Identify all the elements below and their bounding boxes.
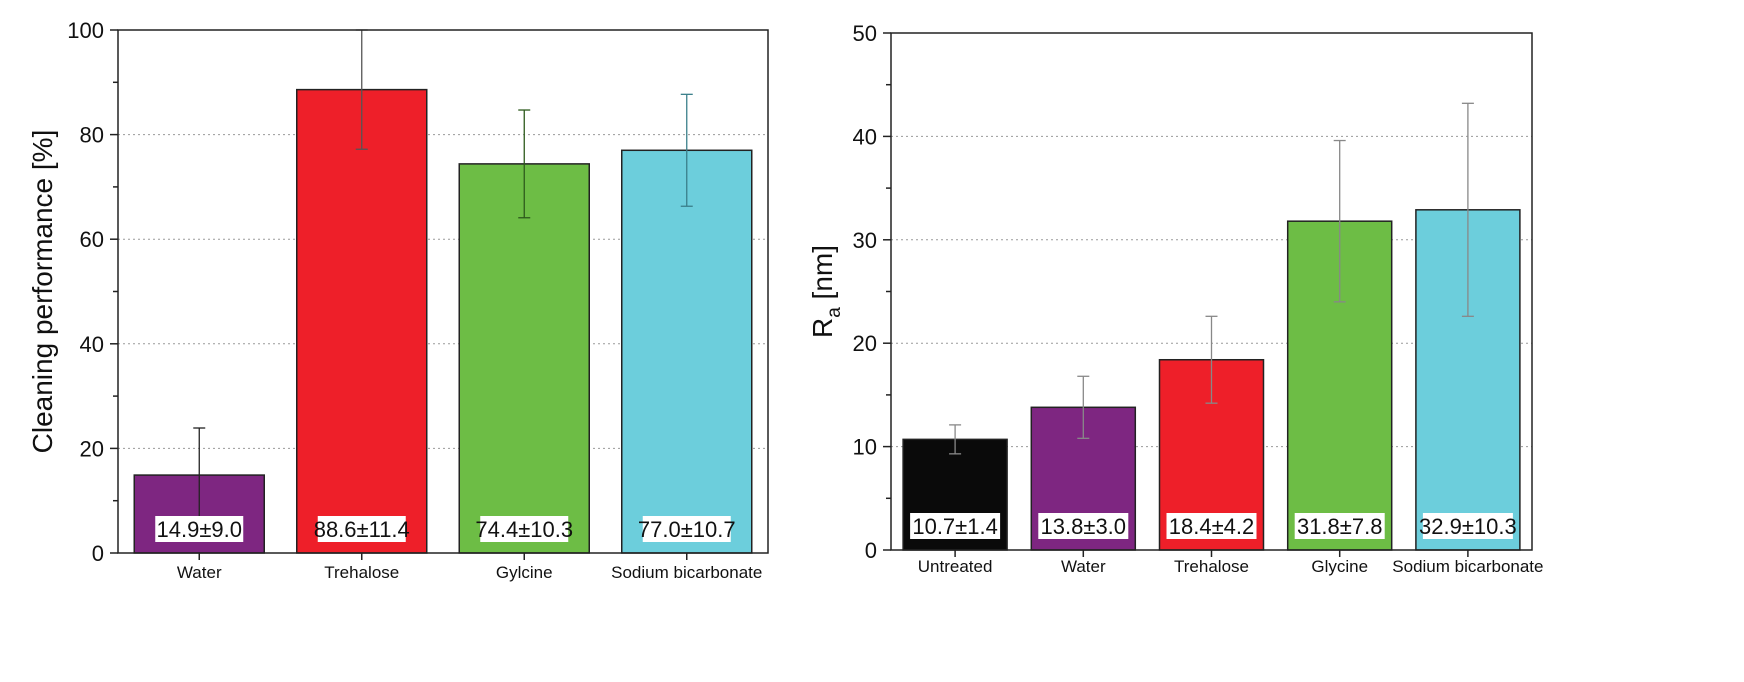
data-label: 74.4±10.3 — [475, 517, 573, 542]
data-label: 31.8±7.8 — [1297, 514, 1382, 539]
y-tick-label: 40 — [80, 332, 104, 357]
y-axis-title: Ra [nm] — [807, 245, 845, 338]
y-tick-label: 0 — [92, 541, 104, 566]
chart-surface-roughness: 10.7±1.4 13.8±3.0 18.4±4.2 31.8±7.8 32.9±10.… — [807, 21, 1544, 576]
x-tick-label: Water — [177, 563, 222, 582]
x-tick-label: Water — [1061, 557, 1106, 576]
y-tick-label: 60 — [80, 227, 104, 252]
y-axis-title-subscript: a — [824, 307, 845, 318]
chart-cleaning-performance: 14.9±9.0 88.6±11.4 74.4±10.3 77.0±10.7 0 20 40… — [27, 18, 769, 582]
data-label: 13.8±3.0 — [1041, 514, 1126, 539]
x-tick-label: Trehalose — [324, 563, 399, 582]
y-axis-title: Cleaning performance [%] — [27, 130, 58, 454]
data-label-box — [155, 516, 244, 542]
y-tick-label: 20 — [853, 331, 877, 356]
data-label-box — [1038, 513, 1129, 539]
data-label-box — [1422, 513, 1513, 539]
bar-sodium-bicarbonate — [621, 149, 753, 554]
data-label-box — [1294, 513, 1385, 539]
data-label-box — [1166, 513, 1257, 539]
y-tick-label: 20 — [80, 436, 104, 461]
y-tick-label: 80 — [80, 123, 104, 148]
y-tick-label: 10 — [853, 435, 877, 460]
data-label: 14.9±9.0 — [157, 517, 242, 542]
data-label: 10.7±1.4 — [912, 514, 997, 539]
x-tick-label: Untreated — [918, 557, 993, 576]
x-tick-label: Sodium bicarbonate — [1392, 557, 1543, 576]
y-tick-label: 40 — [853, 124, 877, 149]
y-tick-label: 100 — [67, 18, 104, 43]
y-tick-label: 50 — [853, 21, 877, 46]
y-axis-title-main: R — [807, 318, 838, 338]
bar-gylcine — [458, 163, 590, 554]
x-tick-label: Trehalose — [1174, 557, 1249, 576]
data-label: 88.6±11.4 — [314, 517, 410, 542]
y-tick-label: 0 — [865, 538, 877, 563]
y-axis-title-unit: [nm] — [807, 245, 838, 307]
x-tick-label: Gylcine — [496, 563, 553, 582]
data-label: 32.9±10.3 — [1419, 514, 1517, 539]
data-label-box — [317, 516, 406, 542]
x-tick-label: Sodium bicarbonate — [611, 563, 762, 582]
bar-trehalose — [296, 88, 428, 554]
data-label: 77.0±10.7 — [638, 517, 736, 542]
data-label-box — [642, 516, 731, 542]
x-tick-label: Glycine — [1311, 557, 1368, 576]
data-label: 18.4±4.2 — [1169, 514, 1254, 539]
data-label-box — [910, 513, 1001, 539]
data-label-box — [480, 516, 569, 542]
y-tick-label: 30 — [853, 228, 877, 253]
